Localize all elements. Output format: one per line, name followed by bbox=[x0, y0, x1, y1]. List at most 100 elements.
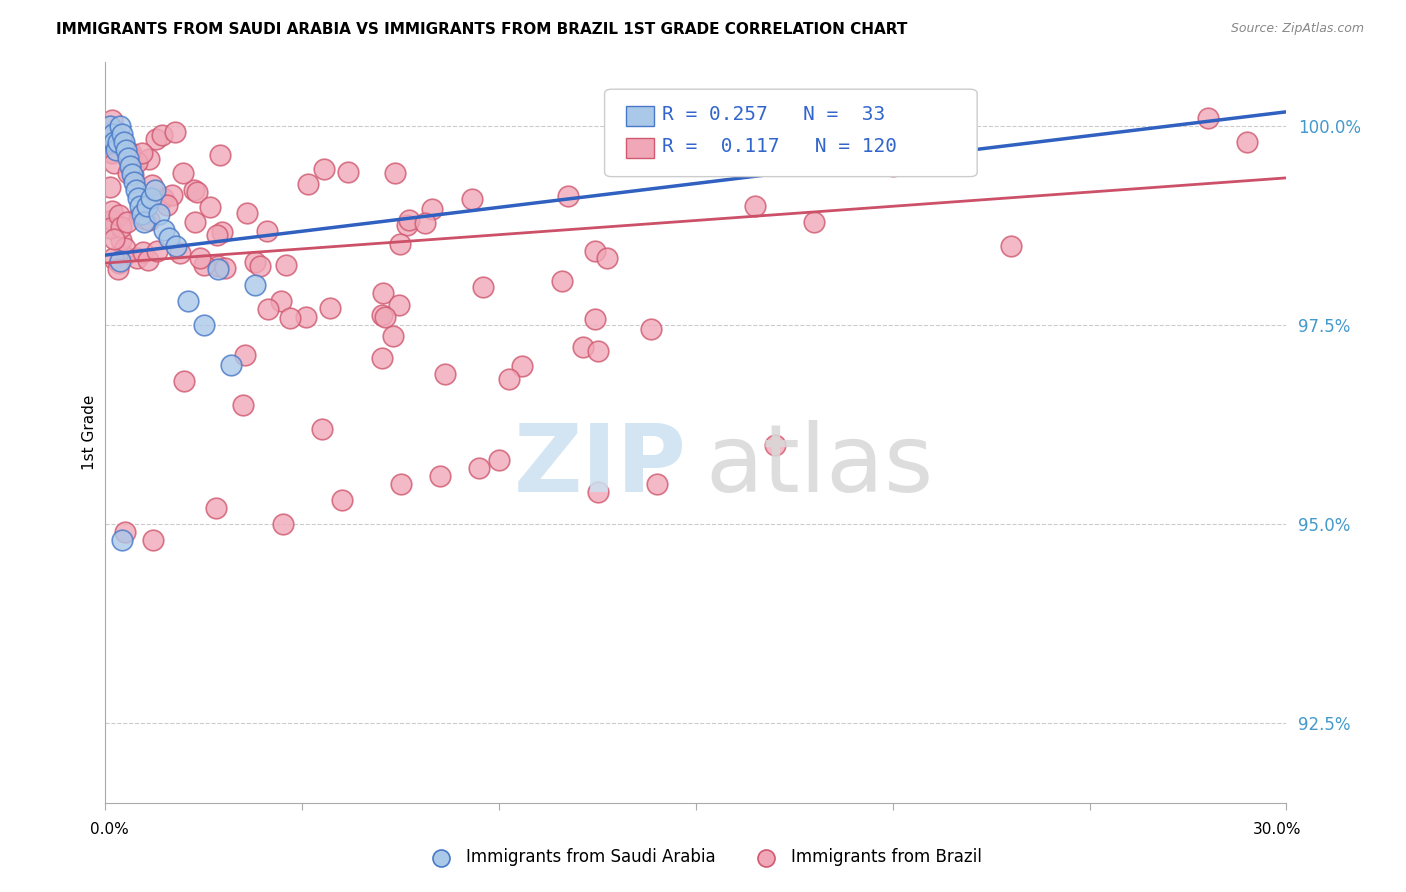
Point bbox=[141, 178, 163, 192]
Point bbox=[183, 183, 205, 197]
Point bbox=[132, 214, 155, 228]
Point bbox=[177, 294, 200, 309]
Point bbox=[125, 251, 148, 265]
Point bbox=[131, 207, 153, 221]
Point bbox=[207, 227, 229, 242]
Point bbox=[142, 533, 165, 547]
Point bbox=[583, 244, 606, 258]
Point bbox=[152, 222, 174, 236]
Point bbox=[115, 215, 138, 229]
Point bbox=[165, 238, 187, 252]
Point bbox=[108, 255, 131, 269]
Point bbox=[256, 224, 278, 238]
Point bbox=[319, 301, 342, 316]
Point bbox=[193, 258, 215, 272]
Point bbox=[337, 164, 360, 178]
Point bbox=[108, 119, 131, 133]
Point bbox=[420, 202, 443, 217]
Point bbox=[184, 215, 207, 229]
Point bbox=[101, 213, 124, 227]
Point bbox=[169, 246, 191, 260]
Point bbox=[388, 236, 411, 251]
Point bbox=[583, 311, 606, 326]
Point bbox=[586, 343, 609, 358]
Point bbox=[744, 199, 766, 213]
Point bbox=[204, 501, 226, 516]
Point bbox=[471, 279, 494, 293]
Y-axis label: 1st Grade: 1st Grade bbox=[82, 395, 97, 470]
Point bbox=[207, 259, 229, 273]
Point bbox=[461, 192, 484, 206]
Point bbox=[118, 147, 141, 161]
Point bbox=[129, 199, 152, 213]
Point bbox=[557, 189, 579, 203]
Point bbox=[371, 285, 394, 300]
Text: 0.0%: 0.0% bbox=[90, 822, 129, 837]
Point bbox=[257, 302, 280, 317]
Point bbox=[121, 167, 143, 181]
Point bbox=[214, 260, 236, 275]
Point bbox=[384, 166, 406, 180]
Text: ZIP: ZIP bbox=[513, 420, 686, 512]
Point bbox=[105, 139, 128, 153]
Point bbox=[371, 308, 394, 322]
Text: R = 0.257   N =  33: R = 0.257 N = 33 bbox=[662, 104, 886, 124]
Point bbox=[233, 348, 256, 362]
Point bbox=[276, 258, 298, 272]
Point bbox=[138, 152, 160, 166]
Point bbox=[388, 298, 411, 312]
Point bbox=[572, 340, 595, 354]
Point bbox=[139, 191, 162, 205]
Point bbox=[103, 232, 125, 246]
Point bbox=[145, 132, 167, 146]
Point bbox=[104, 123, 127, 137]
Point bbox=[1236, 135, 1258, 149]
Point bbox=[101, 127, 124, 141]
Point bbox=[98, 119, 121, 133]
Point bbox=[882, 159, 904, 173]
Point bbox=[122, 168, 145, 182]
Point bbox=[138, 213, 160, 227]
Point bbox=[165, 125, 187, 139]
Point bbox=[110, 233, 132, 247]
Point bbox=[763, 437, 786, 451]
Point bbox=[207, 262, 229, 277]
Point bbox=[115, 143, 138, 157]
Point bbox=[188, 251, 211, 265]
Text: 30.0%: 30.0% bbox=[1253, 822, 1301, 837]
Point bbox=[311, 422, 333, 436]
Point bbox=[112, 135, 135, 149]
Point bbox=[371, 351, 394, 365]
Point bbox=[294, 310, 316, 324]
Point bbox=[146, 244, 169, 259]
Point bbox=[117, 151, 139, 165]
Point bbox=[434, 367, 457, 381]
Point bbox=[114, 525, 136, 540]
Point bbox=[1000, 238, 1022, 252]
Point bbox=[112, 249, 135, 263]
Point bbox=[120, 145, 142, 160]
Point bbox=[135, 199, 157, 213]
Point bbox=[270, 293, 292, 308]
Point bbox=[111, 533, 134, 547]
Point bbox=[127, 154, 149, 169]
Point bbox=[107, 261, 129, 276]
Point bbox=[118, 159, 141, 173]
Point bbox=[232, 398, 254, 412]
Point bbox=[208, 148, 231, 162]
Point bbox=[111, 141, 134, 155]
Point bbox=[413, 216, 436, 230]
Point bbox=[155, 198, 177, 212]
Point bbox=[586, 485, 609, 500]
Point bbox=[101, 251, 124, 265]
Point bbox=[172, 166, 194, 180]
Text: IMMIGRANTS FROM SAUDI ARABIA VS IMMIGRANTS FROM BRAZIL 1ST GRADE CORRELATION CHA: IMMIGRANTS FROM SAUDI ARABIA VS IMMIGRAN… bbox=[56, 22, 908, 37]
Point bbox=[398, 213, 420, 227]
Point bbox=[122, 175, 145, 189]
Point bbox=[803, 214, 825, 228]
Point bbox=[148, 207, 170, 221]
Point bbox=[98, 221, 121, 235]
Point bbox=[330, 493, 353, 508]
Point bbox=[131, 145, 153, 160]
Point bbox=[488, 453, 510, 467]
